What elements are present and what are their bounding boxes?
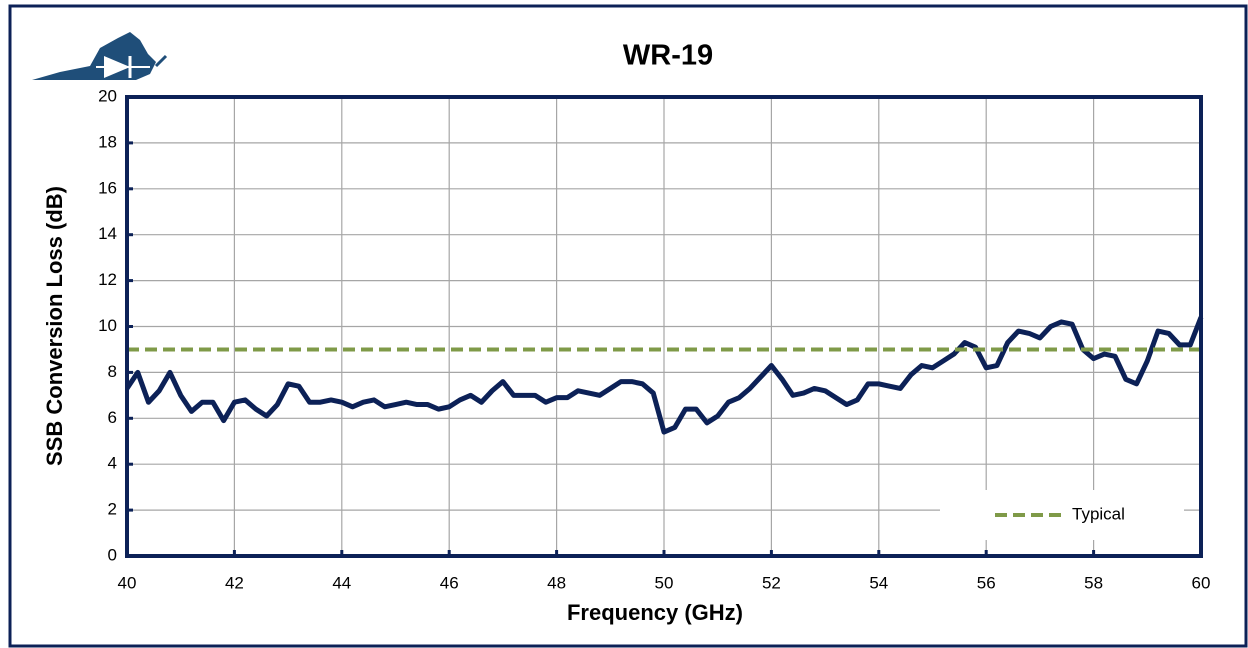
x-tick-label: 60 [1192,573,1211,592]
y-tick-label: 0 [108,545,117,564]
legend-box [940,490,1184,540]
y-tick-label: 14 [98,224,117,243]
y-axis-label: SSB Conversion Loss (dB) [42,186,67,466]
x-tick-label: 58 [1084,573,1103,592]
y-tick-label: 10 [98,316,117,335]
frame [8,4,1248,648]
x-tick-label: 52 [762,573,781,592]
legend-label: Typical [1072,504,1125,523]
y-tick-label: 4 [108,454,117,473]
y-tick-label: 6 [108,408,117,427]
x-tick-label: 54 [869,573,888,592]
x-tick-label: 56 [977,573,996,592]
y-tick-label: 16 [98,178,117,197]
y-tick-label: 18 [98,132,117,151]
chart-title: WR-19 [623,40,713,72]
x-tick-label: 40 [118,573,137,592]
x-tick-label: 48 [547,573,566,592]
x-tick-label: 46 [440,573,459,592]
y-tick-label: 12 [98,270,117,289]
x-axis-label: Frequency (GHz) [567,600,743,625]
logo [32,32,168,80]
plot-border [125,95,1203,558]
x-tick-label: 42 [225,573,244,592]
y-tick-label: 20 [98,86,117,105]
y-tick-label: 2 [108,500,117,519]
line-series [124,316,1204,435]
x-tick-label: 44 [332,573,351,592]
y-tick-label: 8 [108,362,117,381]
x-tick-label: 50 [655,573,674,592]
